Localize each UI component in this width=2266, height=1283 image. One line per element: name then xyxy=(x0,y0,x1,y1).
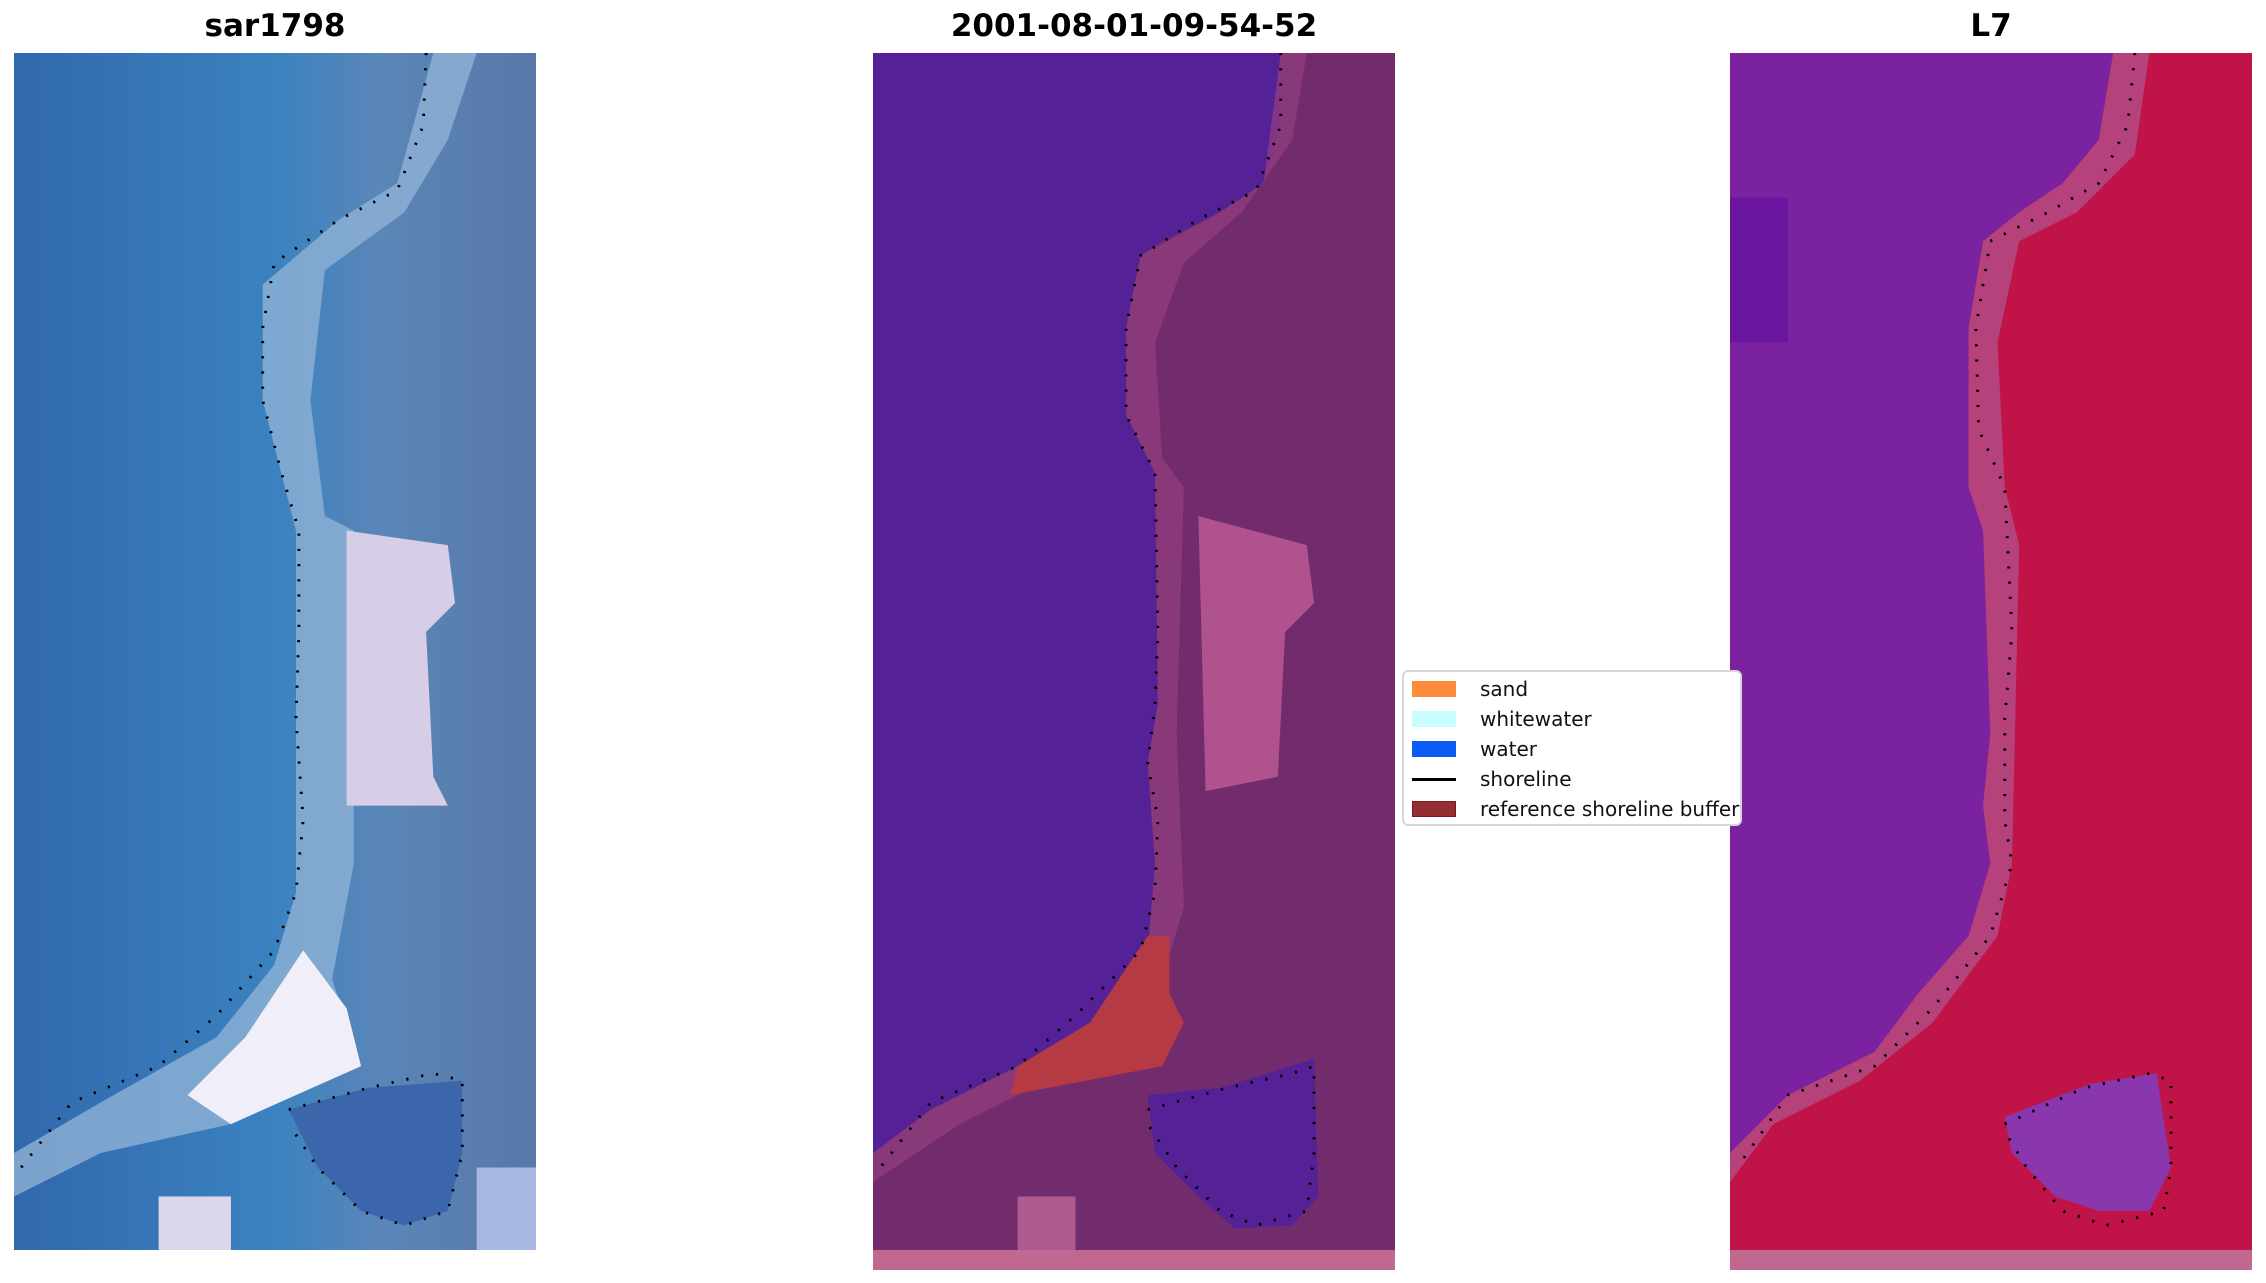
legend-item-reference-buffer: reference shoreline buffer xyxy=(1412,796,1739,822)
reference-buffer-swatch xyxy=(1412,801,1456,817)
legend: sand whitewater water shoreline referenc… xyxy=(1402,670,1742,826)
legend-item-water: water xyxy=(1412,736,1537,762)
shoreline-line-swatch xyxy=(1412,777,1456,781)
legend-item-shoreline: shoreline xyxy=(1412,766,1572,792)
legend-item-whitewater: whitewater xyxy=(1412,706,1592,732)
legend-item-sand: sand xyxy=(1412,676,1528,702)
legend-label: reference shoreline buffer xyxy=(1480,797,1740,821)
image-bottom-strip xyxy=(873,1250,1395,1270)
legend-label: shoreline xyxy=(1480,767,1572,791)
rgb-image-panel xyxy=(14,53,536,1250)
classified-image-panel xyxy=(873,53,1395,1250)
legend-label: whitewater xyxy=(1480,707,1592,731)
panel-title-rgb: sar1798 xyxy=(204,8,346,44)
image-bottom-strip xyxy=(1730,1250,2252,1270)
panel-title-index: L7 xyxy=(1970,8,2012,44)
sand-swatch xyxy=(1412,681,1456,697)
shoreline-dots xyxy=(20,53,464,1227)
panel-title-classified: 2001-08-01-09-54-52 xyxy=(950,8,1318,44)
index-image-panel xyxy=(1730,53,2252,1250)
water-swatch xyxy=(1412,741,1456,757)
whitewater-swatch xyxy=(1412,711,1456,727)
legend-label: water xyxy=(1480,737,1537,761)
legend-label: sand xyxy=(1480,677,1529,701)
